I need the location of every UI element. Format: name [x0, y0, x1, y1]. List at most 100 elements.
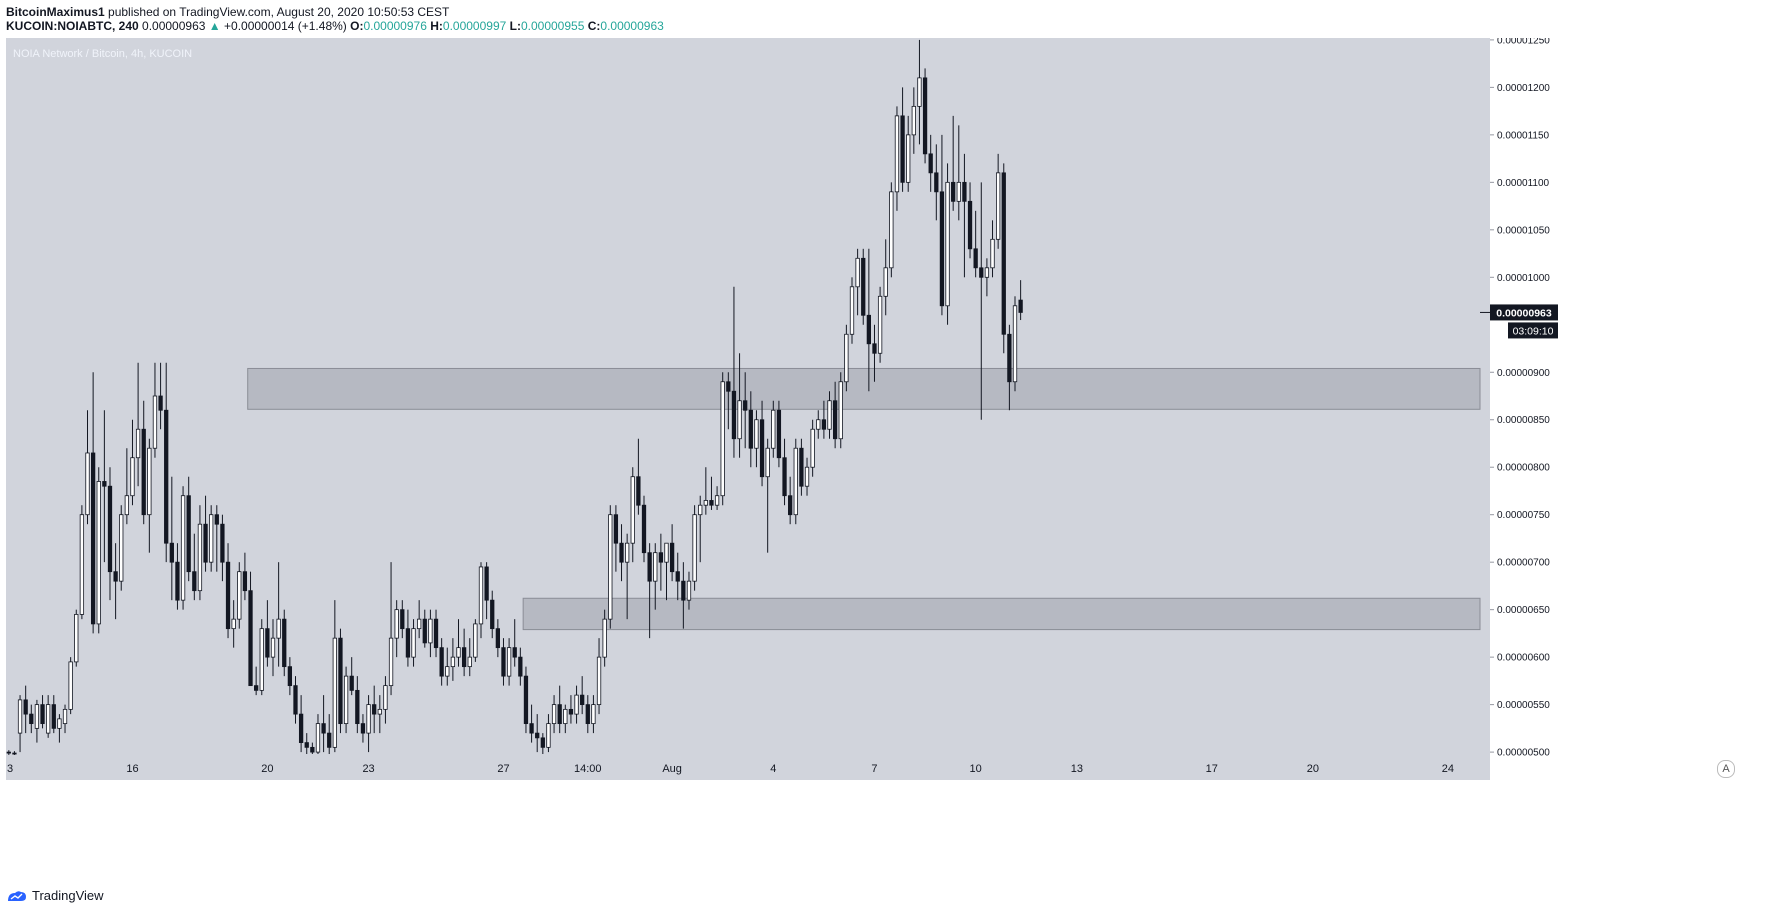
candle-body: [765, 447, 770, 478]
candle-body: [304, 742, 309, 748]
candle-body: [917, 77, 922, 107]
candle-body: [849, 286, 855, 335]
countdown-box: [1508, 322, 1558, 339]
candle: [298, 695, 304, 753]
candle: [996, 153, 1001, 249]
candle-body: [698, 504, 703, 516]
candle-body: [164, 409, 169, 544]
price-tick-label: 0.00001200: [1497, 83, 1550, 94]
price-axis[interactable]: [1490, 38, 1563, 780]
candle-body: [681, 580, 686, 601]
candle: [754, 410, 759, 468]
candle: [237, 562, 242, 629]
price-tick-label: 0.00000800: [1497, 463, 1550, 474]
candle-body: [231, 618, 236, 630]
candle: [400, 600, 405, 639]
candle-body: [276, 618, 281, 639]
time-tick-label: 24: [1442, 763, 1454, 775]
candle-body: [169, 542, 174, 563]
candle: [57, 714, 62, 743]
plot-area[interactable]: [6, 38, 1490, 754]
candle-body: [973, 248, 978, 269]
candle: [799, 438, 804, 496]
candle: [62, 704, 68, 734]
candle-body: [96, 481, 101, 625]
candle: [225, 543, 231, 639]
candle-body: [62, 708, 68, 725]
candle-body: [613, 514, 619, 544]
candle-body: [838, 381, 843, 440]
candle: [439, 638, 444, 686]
candle-body: [748, 409, 753, 449]
candle: [686, 571, 692, 610]
symbol-line: KUCOIN:NOIABTC, 240 0.00000963 ▲ +0.0000…: [6, 19, 664, 33]
candle-body: [119, 514, 124, 582]
candle-body: [130, 457, 135, 497]
candle: [658, 533, 664, 591]
candle: [29, 704, 34, 734]
candle-body: [619, 542, 624, 563]
candle-body: [551, 704, 557, 725]
candle-body: [225, 561, 231, 630]
candle-body: [630, 476, 635, 544]
candle: [793, 438, 798, 525]
candle-body: [754, 419, 759, 449]
candle-body: [866, 314, 871, 345]
candle-body: [945, 181, 950, 307]
candle-body: [720, 381, 725, 497]
candle: [270, 619, 276, 677]
candle: [580, 676, 585, 715]
candle-body: [439, 647, 444, 677]
candle: [310, 742, 315, 754]
auto-scale-button[interactable]: A: [1717, 760, 1735, 778]
candle-body: [580, 694, 585, 706]
candlestick-chart[interactable]: NOIA Network / Bitcoin, 4h, KUCOIN 0.000…: [0, 38, 1771, 880]
bar-countdown-label: 03:09:10: [1513, 325, 1554, 337]
time-tick-label: 27: [497, 763, 509, 775]
candle: [844, 324, 849, 392]
candle: [979, 182, 984, 420]
candle-body: [686, 580, 692, 601]
sr-zone-1: [247, 367, 1481, 410]
candle-body: [192, 571, 197, 592]
candle: [46, 695, 51, 738]
candle: [776, 400, 782, 468]
last-price-tag: 0.00000963 03:09:10: [1480, 304, 1558, 339]
candle: [141, 400, 146, 525]
candle: [759, 400, 765, 487]
candle-body: [653, 552, 658, 582]
candle: [506, 638, 512, 686]
candle: [512, 619, 517, 667]
candle-body: [675, 571, 680, 582]
candle: [647, 543, 652, 639]
candle: [411, 619, 416, 667]
candle-body: [242, 571, 248, 592]
candle-body: [793, 447, 798, 516]
candle-body: [310, 746, 315, 753]
candle: [743, 372, 748, 449]
candle-body: [46, 704, 51, 734]
candle: [956, 125, 961, 221]
candle: [810, 419, 815, 477]
candle: [518, 647, 523, 686]
candle: [962, 153, 967, 278]
candle-body: [400, 609, 405, 630]
candle: [934, 144, 939, 221]
author-name[interactable]: BitcoinMaximus1: [6, 5, 105, 19]
candle: [315, 714, 321, 754]
candle-body: [585, 704, 590, 725]
candle-body: [883, 267, 888, 297]
candle-body: [625, 542, 630, 563]
footer-brand[interactable]: TradingView: [6, 888, 104, 903]
candle-body: [996, 172, 1001, 240]
candle-body: [405, 628, 411, 658]
candle-body: [922, 77, 928, 155]
candle-body: [911, 105, 916, 136]
candle-body: [1018, 299, 1023, 313]
candle-body: [872, 343, 877, 354]
time-axis[interactable]: [6, 754, 1490, 780]
candle-body: [703, 500, 708, 506]
candle: [461, 628, 467, 677]
candle: [737, 353, 742, 458]
candle: [394, 600, 399, 658]
